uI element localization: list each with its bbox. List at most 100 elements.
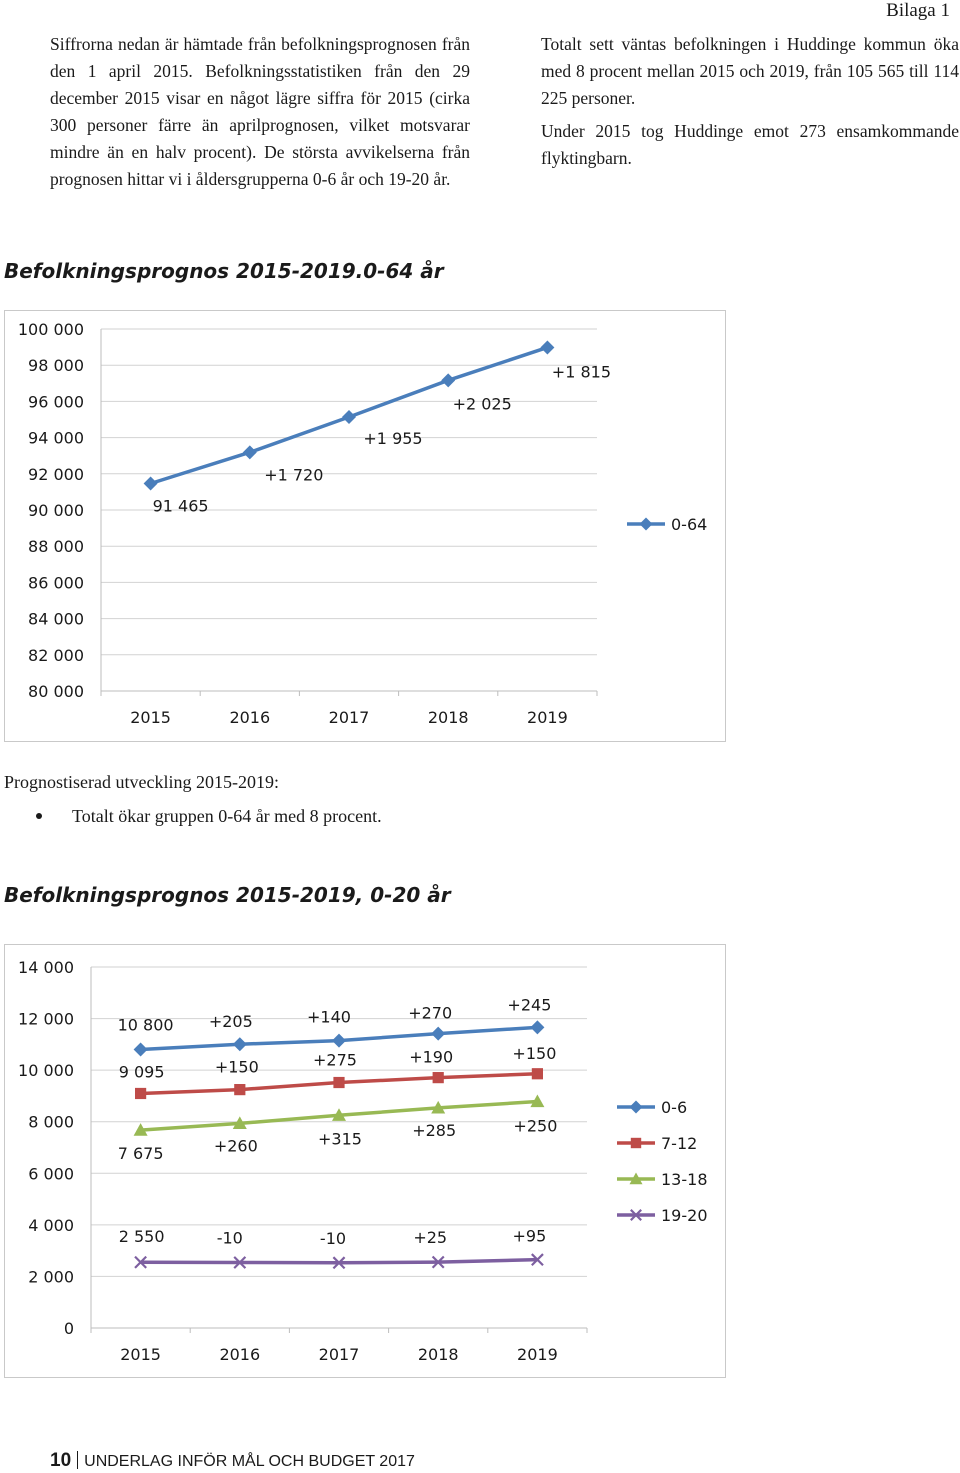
chart2-legend-marker-19-20-stroke-b [630, 1209, 642, 1221]
chart2-y-tick-label: 10 000 [18, 1061, 74, 1080]
chart2-point-0-6 [530, 1020, 545, 1035]
chart2-point-19-20 [134, 1255, 147, 1269]
chart2-legend-marker-13-18 [629, 1172, 643, 1185]
chart2-x-tick-label: 2017 [319, 1345, 360, 1364]
chart2-legend-label-13-18: 13-18 [661, 1170, 708, 1189]
chart2-point-19-20 [233, 1256, 247, 1269]
chart2-data-label-19-20: +25 [413, 1228, 447, 1247]
chart1-x-tick-label: 2015 [130, 708, 171, 727]
chart2-data-label-19-20: 2 550 [119, 1227, 165, 1246]
chart1-y-tick-label: 84 000 [28, 610, 84, 629]
chart2-data-label-13-18: +250 [513, 1116, 557, 1135]
chart2-point-0-6 [133, 1042, 148, 1057]
chart1-data-label-0-64: 91 465 [153, 496, 209, 515]
chart2-data-label-0-6: +205 [209, 1012, 253, 1031]
intro-right-text-2: Under 2015 tog Huddinge emot 273 ensamko… [541, 121, 959, 168]
bullet-dot-icon [36, 812, 42, 819]
chart2-point-13-18 [232, 1116, 247, 1129]
chart2-point-19-20-stroke-b [531, 1253, 544, 1267]
chart1-point-0-64 [143, 476, 158, 491]
notes-bullet-text: Totalt ökar gruppen 0-64 år med 8 procen… [72, 806, 382, 826]
chart1-x-tick-label: 2016 [229, 708, 270, 727]
chart2-data-label-7-12: +275 [313, 1051, 357, 1070]
chart1-frame: 80 000 82 000 84 000 86 000 88 000 90 000 92 0… [4, 310, 726, 742]
chart1-legend-label-0-64: 0-64 [671, 515, 707, 534]
chart2-data-label-13-18: +315 [318, 1129, 362, 1148]
chart1-point-0-64 [242, 445, 257, 460]
chart1-point-0-64 [540, 340, 555, 355]
chart2-data-label-0-6: +245 [507, 995, 551, 1014]
chart2-data-label-19-20: -10 [217, 1229, 243, 1248]
chart2-y-tick-label: 12 000 [18, 1010, 74, 1029]
chart2-legend-label-7-12: 7-12 [661, 1134, 697, 1153]
chart2-data-label-13-18: +285 [412, 1121, 456, 1140]
page-number: 10 [50, 1450, 72, 1471]
chart1-svg: 80 000 82 000 84 000 86 000 88 000 90 000 92 0… [18, 320, 707, 727]
chart2-point-19-20-stroke-b [233, 1256, 247, 1269]
chart1-y-tick-label: 96 000 [28, 392, 84, 411]
chart2-legend-label-0-6: 0-6 [661, 1098, 687, 1117]
intro-left-column: Siffrorna nedan är hämtade från befolkni… [50, 31, 470, 193]
chart1-legend-marker-0-64 [639, 517, 653, 531]
chart1-data-label-0-64: +1 815 [552, 362, 611, 381]
chart2-point-7-12 [432, 1072, 444, 1084]
chart1-x-tick-label: 2018 [428, 708, 469, 727]
chart2-point-7-12 [234, 1084, 246, 1096]
chart2-y-tick-label: 8 000 [28, 1113, 74, 1132]
intro-right-column: Totalt sett väntas befolkningen i Huddin… [541, 31, 959, 172]
notes-bullet: Totalt ökar gruppen 0-64 år med 8 procen… [36, 806, 382, 827]
chart2-x-tick-label: 2018 [418, 1345, 459, 1364]
chart2-data-label-7-12: +150 [512, 1044, 556, 1063]
intro-left-text: Siffrorna nedan är hämtade från befolkni… [50, 34, 470, 189]
chart2-point-19-20-stroke-b [431, 1255, 445, 1269]
chart1-data-label-0-64: +2 025 [453, 394, 512, 413]
chart1-y-tick-label: 94 000 [28, 429, 84, 448]
chart2-point-7-12 [333, 1076, 345, 1089]
chart1-y-tick-label: 80 000 [28, 682, 84, 701]
chart2-legend-marker-7-12 [630, 1137, 642, 1149]
chart1-y-tick-label: 98 000 [28, 356, 84, 375]
chart1-y-tick-label: 90 000 [28, 501, 84, 520]
chart2-point-7-12 [531, 1068, 543, 1080]
notes-title: Prognostiserad utveckling 2015-2019: [4, 772, 279, 792]
chart2-y-tick-label: 0 [64, 1319, 74, 1338]
chart2-data-label-0-6: +140 [307, 1008, 351, 1027]
chart2-legend-label-19-20: 19-20 [661, 1206, 708, 1225]
chart2-data-label-7-12: +190 [409, 1048, 453, 1067]
chart2-y-tick-label: 14 000 [18, 958, 74, 977]
chart1-y-tick-label: 100 000 [18, 320, 84, 339]
chart2-legend-marker-19-20 [630, 1209, 642, 1221]
chart2-data-label-7-12: 9 095 [119, 1062, 165, 1081]
appendix-label: Bilaga 1 [886, 0, 950, 21]
chart2-data-label-0-6: +270 [408, 1004, 452, 1023]
chart2-point-19-20 [431, 1255, 445, 1269]
chart1-data-label-0-64: +1 955 [363, 429, 422, 448]
chart1-y-tick-label: 92 000 [28, 465, 84, 484]
chart2-y-tick-label: 2 000 [28, 1267, 74, 1286]
chart1-y-tick-label: 86 000 [28, 573, 84, 592]
chart2-data-label-19-20: -10 [320, 1229, 346, 1248]
chart2-y-tick-label: 4 000 [28, 1216, 74, 1235]
chart2-data-label-7-12: +150 [215, 1058, 259, 1077]
intro-right-text-1: Totalt sett väntas befolkningen i Huddin… [541, 34, 959, 108]
chart2-data-label-13-18: +260 [214, 1136, 258, 1155]
chart2-x-tick-label: 2015 [120, 1345, 161, 1364]
chart1-point-0-64 [342, 409, 356, 424]
chart2-point-0-6 [431, 1026, 446, 1041]
chart2-point-0-6 [332, 1033, 346, 1048]
chart2-data-label-19-20: +95 [513, 1227, 547, 1246]
chart1-y-tick-label: 88 000 [28, 537, 84, 556]
chart2-data-label-0-6: 10 800 [118, 1016, 174, 1035]
chart1-x-tick-label: 2019 [527, 708, 568, 727]
chart2-point-13-18 [431, 1100, 446, 1114]
chart2-point-7-12 [135, 1087, 147, 1100]
chart2-frame: 0 2 000 4 000 6 000 8 000 10 000 12 000 14 000 2… [4, 944, 726, 1378]
footer-separator [77, 1450, 79, 1469]
chart1-y-tick-label: 82 000 [28, 646, 84, 665]
chart2-point-13-18 [332, 1108, 346, 1121]
chart2-point-0-6 [232, 1037, 247, 1052]
chart2-point-19-20-stroke-b [332, 1256, 346, 1270]
chart1-data-label-0-64: +1 720 [264, 465, 323, 484]
chart2-point-19-20-stroke-b [134, 1255, 147, 1269]
chart2-point-13-18 [530, 1094, 545, 1108]
